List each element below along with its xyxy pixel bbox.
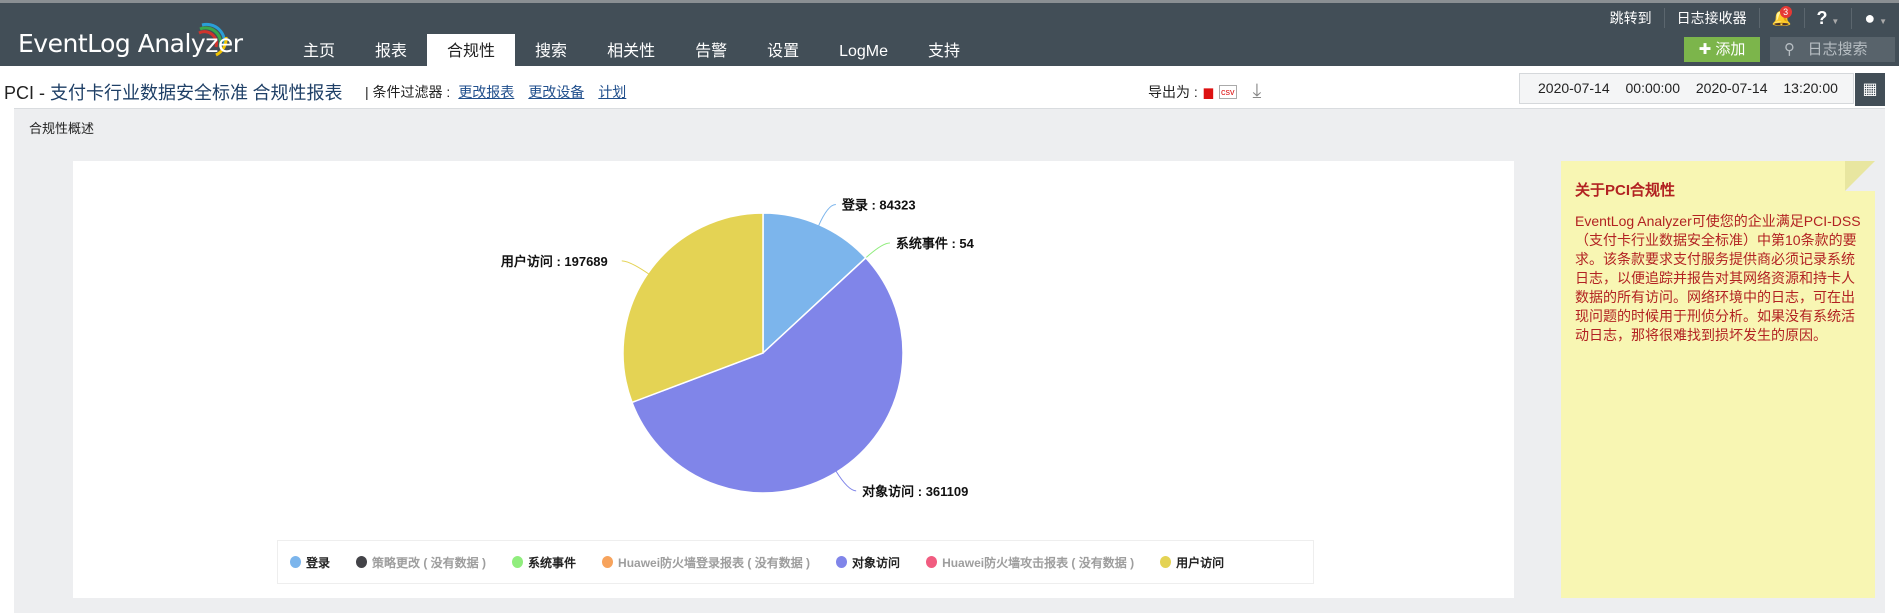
filter-label: | 条件过滤器 : [365, 84, 451, 100]
legend-label: 系统事件 [528, 555, 577, 570]
legend-item[interactable]: Huawei防火墙攻击报表 ( 没有数据 ) [926, 554, 1134, 571]
page-title: PCI - 支付卡行业数据安全标准 合规性报表 [4, 79, 343, 105]
notifications-button[interactable]: 🔔 3 [1760, 6, 1805, 28]
pie-data-label: 登录 : 84323 [841, 198, 916, 213]
nav-support[interactable]: 支持 [928, 43, 961, 60]
pie-data-label: 对象访问 : 361109 [862, 484, 968, 499]
note-title: 关于PCI合规性 [1575, 182, 1676, 199]
filter-bar: | 条件过滤器 : 更改报表 更改设备 计划 [365, 82, 626, 102]
chart-legend: 登录 策略更改 ( 没有数据 ) 系统事件 Huawei防火墙登录报表 ( 没有数据 … [277, 540, 1314, 584]
pie-connector [621, 260, 650, 275]
legend-item[interactable]: Huawei防火墙登录报表 ( 没有数据 ) [602, 554, 810, 571]
legend-marker-icon [926, 556, 938, 568]
help-button[interactable]: ? ▼ [1805, 7, 1853, 29]
nav-correlation[interactable]: 相关性 [607, 43, 656, 60]
legend-label: 登录 [306, 555, 331, 570]
legend-item[interactable]: 用户访问 [1160, 554, 1224, 571]
top-links: 跳转到 日志接收器 🔔 3 ? ▼ ● ▼ [1598, 6, 1899, 30]
calendar-icon: ▦ [1862, 81, 1878, 98]
legend-marker-icon [356, 556, 368, 568]
legend-item[interactable]: 对象访问 [836, 554, 900, 571]
app-logo[interactable]: EventLog Analyzer [18, 29, 243, 58]
search-icon: ⚲ [1784, 41, 1795, 58]
change-report-link[interactable]: 更改报表 [458, 84, 515, 100]
section-title: 合规性概述 [29, 121, 95, 136]
download-icon[interactable]: ⤓ [1252, 80, 1262, 102]
add-button[interactable]: ✚ 添加 [1684, 37, 1760, 62]
pci-info-note: 关于PCI合规性 EventLog Analyzer可使您的企业满足PCI-DS… [1561, 161, 1875, 598]
legend-marker-icon [1160, 556, 1172, 568]
bell-icon: 🔔 3 [1771, 6, 1792, 27]
date-range-field[interactable]: 2020-07-14 00:00:00 2020-07-14 13:20:00 [1519, 73, 1854, 104]
title-prefix: PCI - [4, 83, 51, 103]
csv-export-icon[interactable]: csv [1219, 84, 1237, 99]
main-nav: 主页 报表 合规性 搜索 相关性 告警 设置 LogMe 支持 [283, 34, 980, 69]
legend-label: Huawei防火墙攻击报表 ( 没有数据 ) [942, 555, 1135, 570]
nav-alerts[interactable]: 告警 [695, 43, 728, 60]
legend-item[interactable]: 系统事件 [512, 554, 576, 571]
search-placeholder: 日志搜索 [1807, 41, 1868, 58]
jump-to-link[interactable]: 跳转到 [1598, 8, 1665, 28]
legend-item[interactable]: 登录 [290, 554, 330, 571]
date-to: 2020-07-14 13:20:00 [1695, 80, 1838, 96]
pie-connector [863, 242, 890, 260]
user-avatar-icon: ● [1864, 7, 1876, 28]
legend-marker-icon [290, 556, 301, 568]
nav-logme[interactable]: LogMe [839, 43, 889, 60]
change-device-link[interactable]: 更改设备 [528, 84, 585, 100]
export-bar: 导出为 : ▆ csv ⤓ [1148, 80, 1261, 103]
legend-marker-icon [602, 556, 614, 568]
legend-label: 策略更改 ( 没有数据 ) [372, 555, 487, 570]
note-body: EventLog Analyzer可使您的企业满足PCI-DSS（支付卡行业数据… [1575, 213, 1861, 343]
pie-connector [817, 204, 836, 227]
nav-search[interactable]: 搜索 [535, 43, 568, 60]
nav-home[interactable]: 主页 [303, 43, 336, 60]
pie-chart: 登录 : 84323 系统事件 : 54 对象访问 : 361109 用户访问 : 1… [500, 198, 975, 499]
title-text: 支付卡行业数据安全标准 合规性报表 [50, 83, 343, 103]
logo-arc-icon [198, 22, 228, 57]
date-from: 2020-07-14 00:00:00 [1538, 80, 1680, 96]
log-search-input[interactable]: ⚲ 日志搜索 [1770, 37, 1895, 62]
notification-badge: 3 [1779, 6, 1792, 18]
legend-label: 用户访问 [1176, 555, 1225, 570]
legend-marker-icon [836, 556, 848, 568]
user-menu-button[interactable]: ● ▼ [1852, 8, 1899, 29]
pie-data-label: 用户访问 : 197689 [500, 254, 608, 269]
help-icon: ? [1816, 7, 1828, 28]
legend-marker-icon [512, 556, 524, 568]
pie-connector [835, 470, 857, 492]
chart-panel: 登录 : 84323 系统事件 : 54 对象访问 : 361109 用户访问 : 1… [73, 161, 1514, 598]
note-fold-corner [1845, 161, 1875, 191]
export-label: 导出为 : [1148, 83, 1198, 100]
legend-label: Huawei防火墙登录报表 ( 没有数据 ) [618, 555, 811, 570]
schedule-link[interactable]: 计划 [598, 84, 627, 100]
calendar-button[interactable]: ▦ [1855, 73, 1885, 106]
pie-data-label: 系统事件 : 54 [896, 236, 975, 251]
nav-compliance[interactable]: 合规性 [427, 34, 516, 69]
nav-settings[interactable]: 设置 [767, 43, 800, 60]
chevron-down-icon: ▼ [1879, 16, 1887, 26]
add-label: 添加 [1715, 41, 1746, 58]
legend-label: 对象访问 [852, 555, 901, 570]
plus-icon: ✚ [1698, 41, 1716, 58]
log-receiver-link[interactable]: 日志接收器 [1665, 8, 1760, 28]
legend-item[interactable]: 策略更改 ( 没有数据 ) [356, 554, 486, 571]
pdf-export-icon[interactable]: ▆ [1203, 84, 1214, 99]
chevron-down-icon: ▼ [1831, 16, 1840, 26]
nav-reports[interactable]: 报表 [375, 43, 408, 60]
top-bar: EventLog Analyzer 主页 报表 合规性 搜索 相关性 告警 设置… [0, 0, 1899, 69]
